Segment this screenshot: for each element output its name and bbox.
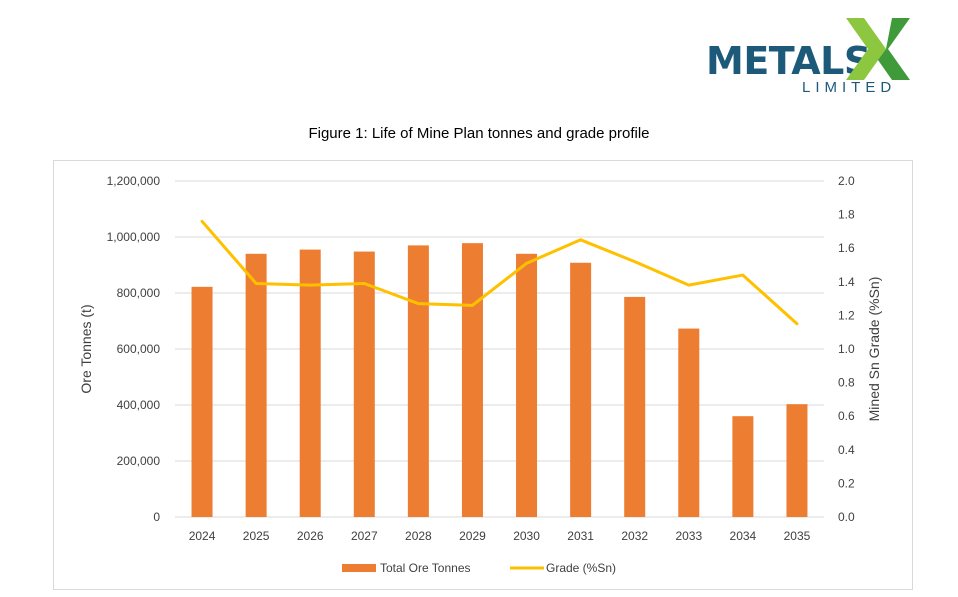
x-tick-label: 2033 bbox=[675, 529, 702, 543]
x-tick-label: 2032 bbox=[621, 529, 648, 543]
figure-title: Figure 1: Life of Mine Plan tonnes and g… bbox=[308, 125, 650, 142]
y-tick-label-right: 0.2 bbox=[838, 476, 855, 490]
logo-subtitle: LIMITED bbox=[802, 79, 897, 96]
y-tick-label-right: 1.4 bbox=[838, 275, 855, 289]
y-axis-title-left: Ore Tonnes (t) bbox=[78, 304, 94, 393]
y-tick-label-right: 0.4 bbox=[838, 443, 855, 457]
x-tick-label: 2028 bbox=[405, 529, 432, 543]
y-tick-label-left: 1,000,000 bbox=[107, 230, 161, 244]
bar-total-ore-tonnes bbox=[461, 243, 483, 517]
x-tick-label: 2030 bbox=[513, 529, 540, 543]
legend-label-line: Grade (%Sn) bbox=[546, 561, 616, 575]
bar-total-ore-tonnes bbox=[245, 253, 267, 518]
bar-total-ore-tonnes bbox=[191, 286, 213, 517]
bar-total-ore-tonnes bbox=[299, 249, 321, 517]
x-tick-label: 2024 bbox=[189, 529, 216, 543]
y-axis-title-right: Mined Sn Grade (%Sn) bbox=[866, 277, 882, 422]
bar-total-ore-tonnes bbox=[516, 253, 538, 518]
bar-total-ore-tonnes bbox=[407, 245, 429, 517]
y-tick-label-right: 0.0 bbox=[838, 510, 855, 524]
bar-total-ore-tonnes bbox=[732, 416, 754, 517]
y-tick-label-right: 0.8 bbox=[838, 376, 855, 390]
bar-total-ore-tonnes bbox=[678, 328, 700, 517]
x-tick-label: 2026 bbox=[297, 529, 324, 543]
x-tick-label: 2029 bbox=[459, 529, 486, 543]
y-tick-label-right: 0.6 bbox=[838, 409, 855, 423]
y-tick-label-left: 400,000 bbox=[117, 398, 161, 412]
y-tick-label-left: 1,200,000 bbox=[107, 174, 161, 188]
y-tick-label-left: 0 bbox=[153, 510, 160, 524]
x-tick-label: 2027 bbox=[351, 529, 378, 543]
x-tick-label: 2025 bbox=[243, 529, 270, 543]
bar-total-ore-tonnes bbox=[353, 251, 375, 517]
metals-x-logo: METALS LIMITED bbox=[700, 18, 920, 102]
x-tick-label: 2035 bbox=[784, 529, 811, 543]
y-tick-label-left: 200,000 bbox=[117, 454, 161, 468]
bar-total-ore-tonnes bbox=[570, 262, 592, 517]
chart-frame bbox=[53, 160, 913, 590]
y-tick-label-right: 1.6 bbox=[838, 241, 855, 255]
legend-swatch-bar bbox=[342, 564, 376, 572]
y-tick-label-left: 800,000 bbox=[117, 286, 161, 300]
logo-x-mark bbox=[846, 18, 910, 80]
y-tick-label-left: 600,000 bbox=[117, 342, 161, 356]
y-tick-label-right: 1.8 bbox=[838, 208, 855, 222]
y-tick-label-right: 2.0 bbox=[838, 174, 855, 188]
x-tick-label: 2031 bbox=[567, 529, 594, 543]
bar-total-ore-tonnes bbox=[786, 404, 808, 517]
line-grade bbox=[200, 219, 799, 326]
y-tick-label-right: 1.0 bbox=[838, 342, 855, 356]
legend-label-bar: Total Ore Tonnes bbox=[380, 561, 471, 575]
x-tick-label: 2034 bbox=[730, 529, 757, 543]
bar-total-ore-tonnes bbox=[624, 296, 646, 517]
logo-wordmark: METALS bbox=[706, 39, 871, 83]
y-tick-label-right: 1.2 bbox=[838, 308, 855, 322]
